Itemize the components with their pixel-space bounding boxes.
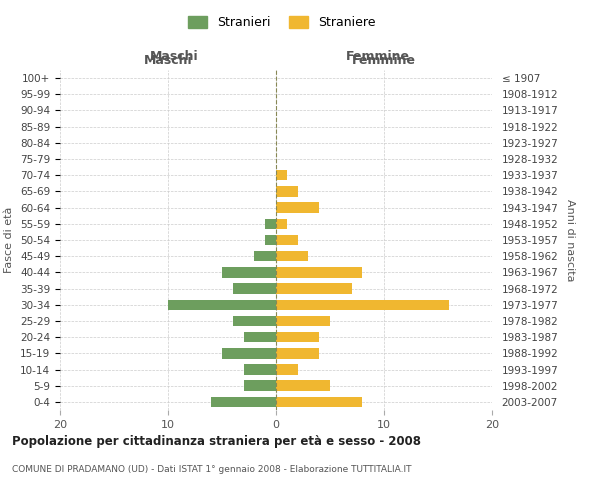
Bar: [276, 218, 287, 229]
Y-axis label: Anni di nascita: Anni di nascita: [565, 198, 575, 281]
Bar: [276, 348, 319, 358]
Bar: [244, 332, 276, 342]
Bar: [276, 396, 362, 407]
Bar: [276, 202, 319, 213]
Y-axis label: Fasce di età: Fasce di età: [4, 207, 14, 273]
Text: Femmine: Femmine: [352, 54, 416, 67]
Bar: [254, 251, 276, 262]
Text: COMUNE DI PRADAMANO (UD) - Dati ISTAT 1° gennaio 2008 - Elaborazione TUTTITALIA.: COMUNE DI PRADAMANO (UD) - Dati ISTAT 1°…: [12, 465, 412, 474]
Bar: [233, 316, 276, 326]
Bar: [276, 170, 287, 180]
Bar: [244, 364, 276, 375]
Bar: [276, 332, 319, 342]
Bar: [276, 364, 298, 375]
Bar: [276, 234, 298, 246]
Bar: [168, 300, 276, 310]
Bar: [276, 300, 449, 310]
Text: Maschi: Maschi: [143, 54, 193, 67]
Bar: [276, 251, 308, 262]
Bar: [276, 284, 352, 294]
Bar: [244, 380, 276, 391]
Bar: [222, 348, 276, 358]
Text: Maschi: Maschi: [149, 50, 199, 62]
Bar: [276, 316, 330, 326]
Bar: [265, 218, 276, 229]
Bar: [222, 267, 276, 278]
Bar: [276, 380, 330, 391]
Bar: [233, 284, 276, 294]
Legend: Stranieri, Straniere: Stranieri, Straniere: [184, 11, 380, 34]
Text: Femmine: Femmine: [346, 50, 410, 62]
Bar: [211, 396, 276, 407]
Bar: [265, 234, 276, 246]
Text: Popolazione per cittadinanza straniera per età e sesso - 2008: Popolazione per cittadinanza straniera p…: [12, 435, 421, 448]
Bar: [276, 186, 298, 196]
Bar: [276, 267, 362, 278]
